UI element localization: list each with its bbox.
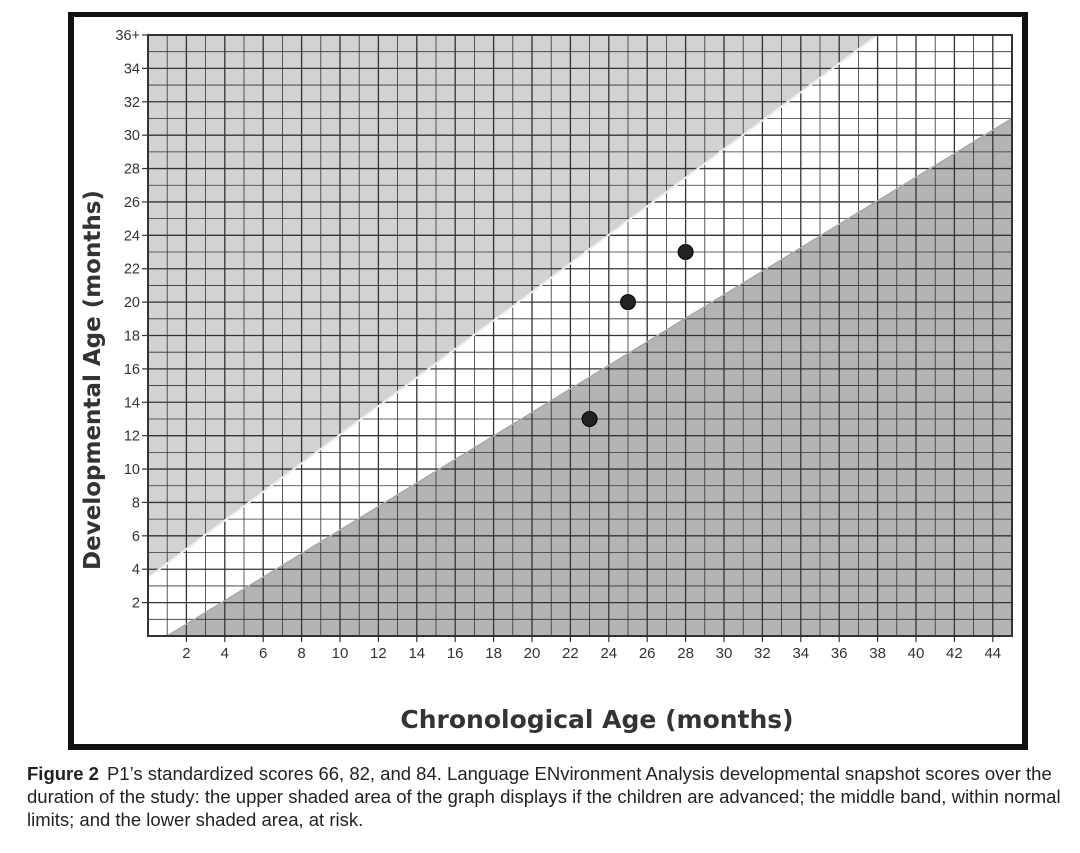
x-tick-label: 38 bbox=[869, 645, 886, 662]
y-tick-label: 18 bbox=[124, 329, 140, 345]
x-axis-label: Chronological Age (months) bbox=[400, 705, 793, 734]
x-tick-label: 14 bbox=[408, 645, 425, 662]
y-tick-label: 20 bbox=[124, 295, 140, 311]
y-tick-label: 30 bbox=[124, 128, 140, 144]
y-tick-label: 12 bbox=[124, 429, 140, 445]
x-tick-label: 34 bbox=[792, 645, 809, 662]
advanced-boundary-line bbox=[148, 35, 880, 579]
figure-caption: Figure 2 P1’s standardized scores 66, 82,… bbox=[27, 762, 1067, 831]
x-tick-label: 6 bbox=[259, 645, 267, 662]
y-tick-label: 28 bbox=[124, 162, 140, 178]
x-tick-label: 12 bbox=[370, 645, 387, 662]
y-tick-label: 10 bbox=[124, 462, 140, 478]
y-tick-label: 24 bbox=[124, 228, 140, 244]
y-tick-label: 16 bbox=[124, 362, 140, 378]
x-tick-label: 32 bbox=[754, 645, 771, 662]
figure-label: Figure 2 bbox=[27, 763, 99, 784]
x-tick-label: 2 bbox=[182, 645, 190, 662]
caption-text: P1’s standardized scores 66, 82, and 84.… bbox=[27, 763, 1061, 830]
ticks: 2 4 6 8 10 12 14 16 18 20 22 24 26 28 30 32 34 36 38 40 42 44… bbox=[115, 28, 1001, 662]
y-tick-label: 32 bbox=[124, 95, 140, 111]
y-tick-label: 2 bbox=[132, 596, 140, 612]
advanced-region bbox=[148, 35, 1012, 578]
x-tick-label: 44 bbox=[984, 645, 1001, 662]
data-point bbox=[620, 294, 636, 311]
x-tick-label: 28 bbox=[677, 645, 694, 662]
x-tick-label: 36 bbox=[831, 645, 848, 662]
y-axis-label: Developmental Age (months) bbox=[80, 190, 106, 570]
y-tick-label: 14 bbox=[124, 395, 140, 411]
at-risk-boundary-line bbox=[165, 117, 1012, 636]
y-tick-label: 22 bbox=[124, 262, 140, 278]
x-tick-label: 30 bbox=[716, 645, 733, 662]
x-tick-label: 10 bbox=[332, 645, 349, 662]
data-points bbox=[581, 244, 694, 427]
x-tick-label: 26 bbox=[639, 645, 656, 662]
x-tick-label: 4 bbox=[221, 645, 229, 662]
x-tick-label: 8 bbox=[297, 645, 305, 662]
x-tick-label: 20 bbox=[524, 645, 541, 662]
y-tick-label: 6 bbox=[132, 529, 140, 545]
x-tick-label: 18 bbox=[485, 645, 502, 662]
data-point bbox=[677, 244, 694, 261]
data-point bbox=[581, 410, 598, 427]
y-tick-label: 4 bbox=[132, 562, 140, 578]
y-tick-label: 34 bbox=[124, 61, 140, 77]
plot-area bbox=[148, 35, 1012, 636]
at-risk-region bbox=[148, 118, 1012, 636]
x-tick-label: 22 bbox=[562, 645, 579, 662]
chart: 2 4 6 8 10 12 14 16 18 20 22 24 26 28 30 32 34 36 38 40 42 44… bbox=[74, 17, 1022, 744]
y-tick-label: 36+ bbox=[115, 28, 140, 44]
x-tick-label: 42 bbox=[946, 645, 963, 662]
x-tick-label: 40 bbox=[908, 645, 925, 662]
x-tick-label: 16 bbox=[447, 645, 464, 662]
y-tick-label: 8 bbox=[132, 495, 140, 511]
y-tick-label: 26 bbox=[124, 195, 140, 211]
x-tick-label: 24 bbox=[600, 645, 617, 662]
